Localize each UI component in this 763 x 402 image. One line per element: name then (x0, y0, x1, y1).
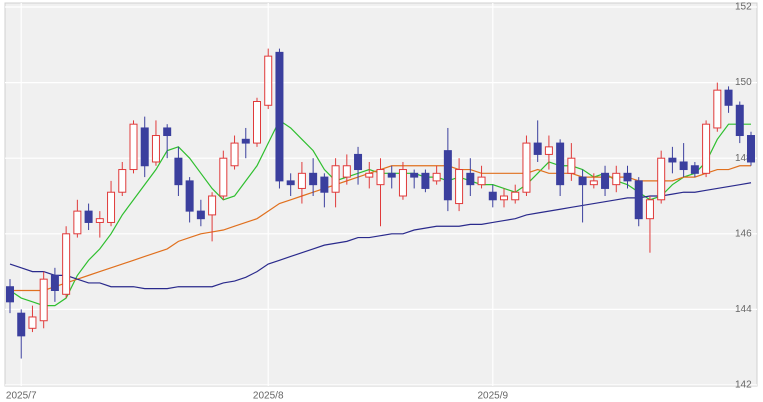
candle-body (28, 316, 37, 329)
candle-body (455, 169, 464, 205)
candle-body (62, 233, 71, 295)
candle-body (151, 135, 160, 163)
candle-body (50, 274, 59, 292)
candle-body (331, 165, 340, 193)
candle-body (253, 101, 261, 144)
candle-body (713, 89, 722, 129)
candle-body (118, 169, 127, 193)
candle-body (140, 127, 149, 167)
candle-body (690, 165, 699, 174)
y-tick-label: 150 (735, 77, 752, 88)
candle-body (107, 191, 116, 223)
candle-body (241, 138, 250, 144)
candle-body (39, 278, 48, 322)
candle-body (84, 210, 93, 223)
candle-body (163, 127, 172, 137)
moving-average-line (9, 182, 752, 290)
y-tick-label: 152 (735, 2, 752, 13)
candle-body (747, 135, 755, 163)
candle-body (612, 172, 621, 186)
candle-body (634, 180, 643, 220)
candle-body (668, 157, 677, 163)
y-tick-label: 142 (735, 380, 752, 391)
candle-body (645, 199, 654, 220)
candle-body (601, 172, 610, 189)
candle-body (129, 123, 138, 171)
candle-body (342, 165, 351, 178)
candle-body (230, 142, 239, 167)
candle-body (500, 195, 508, 201)
candle-body (387, 172, 396, 178)
x-tick-label: 2025/8 (253, 391, 284, 402)
x-tick-label: 2025/9 (477, 391, 508, 402)
candle-body (6, 286, 14, 303)
candle-body (724, 89, 733, 106)
candle-body (264, 55, 273, 106)
candle-body (679, 161, 688, 171)
candle-body (533, 142, 542, 155)
candle-body (421, 172, 430, 189)
y-tick-label: 146 (735, 228, 752, 239)
candle-body (556, 142, 565, 186)
x-tick-label: 2025/7 (6, 391, 37, 402)
candle-body (544, 146, 553, 155)
candle-body (73, 210, 82, 235)
y-tick-label: 144 (735, 304, 752, 315)
candle-body (702, 123, 711, 174)
candle-body (365, 172, 374, 178)
candle-body (589, 180, 598, 186)
candle-body (578, 176, 587, 186)
candle-body (174, 157, 183, 186)
candle-body (297, 172, 306, 189)
candle-body (309, 172, 318, 186)
y-tick-label: 148 (735, 153, 752, 164)
candle-body (354, 153, 363, 171)
candle-body (376, 169, 385, 186)
candle-body (398, 169, 407, 197)
candle-body (432, 172, 441, 182)
candle-body (443, 150, 452, 201)
candle-body (17, 312, 26, 337)
candle-body (735, 104, 744, 137)
candle-body (275, 51, 284, 182)
candle-body (567, 157, 576, 174)
candle-body (208, 195, 217, 216)
candle-body (623, 172, 632, 182)
candle-body (196, 210, 205, 220)
candle-body (95, 218, 104, 223)
candle-body (488, 191, 497, 201)
candle-body (185, 180, 194, 212)
candle-body (286, 180, 295, 186)
candle-body (511, 191, 520, 201)
candle-body (466, 172, 475, 186)
candle-body (522, 142, 531, 193)
candle-body (320, 176, 329, 193)
candle-body (657, 157, 666, 201)
candle-body (219, 157, 228, 197)
candle-body (410, 172, 419, 178)
candle-body (477, 176, 486, 186)
